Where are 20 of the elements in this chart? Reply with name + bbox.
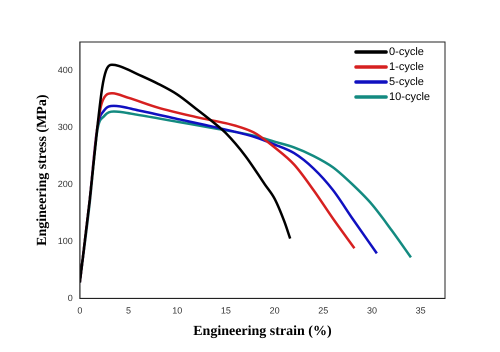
x-tick-label: 30 [366, 305, 377, 316]
y-axis-title: Engineering stress (MPa) [35, 94, 50, 246]
x-tick-label: 20 [270, 305, 280, 316]
y-tick-label: 0 [68, 292, 73, 303]
x-tick-label: 15 [220, 305, 231, 316]
line-series [80, 64, 292, 284]
y-tick-label: 200 [58, 178, 73, 189]
legend-label: 1-cycle [389, 61, 424, 74]
y-tick-label: 400 [58, 64, 73, 75]
y-tick-label: 300 [58, 122, 73, 132]
legend-label: 0-cycle [389, 46, 424, 58]
x-tick-label: 0 [77, 305, 82, 316]
y-tick-label: 100 [58, 236, 73, 246]
x-tick-label: 10 [172, 305, 182, 316]
x-tick-label: 35 [416, 305, 426, 316]
x-axis-title: Engineering strain (%) [193, 324, 332, 340]
legend-label: 5-cycle [389, 76, 424, 88]
x-tick-label: 25 [318, 305, 328, 316]
x-tick-label: 5 [126, 305, 132, 316]
legend-label: 10-cycle [389, 91, 430, 104]
